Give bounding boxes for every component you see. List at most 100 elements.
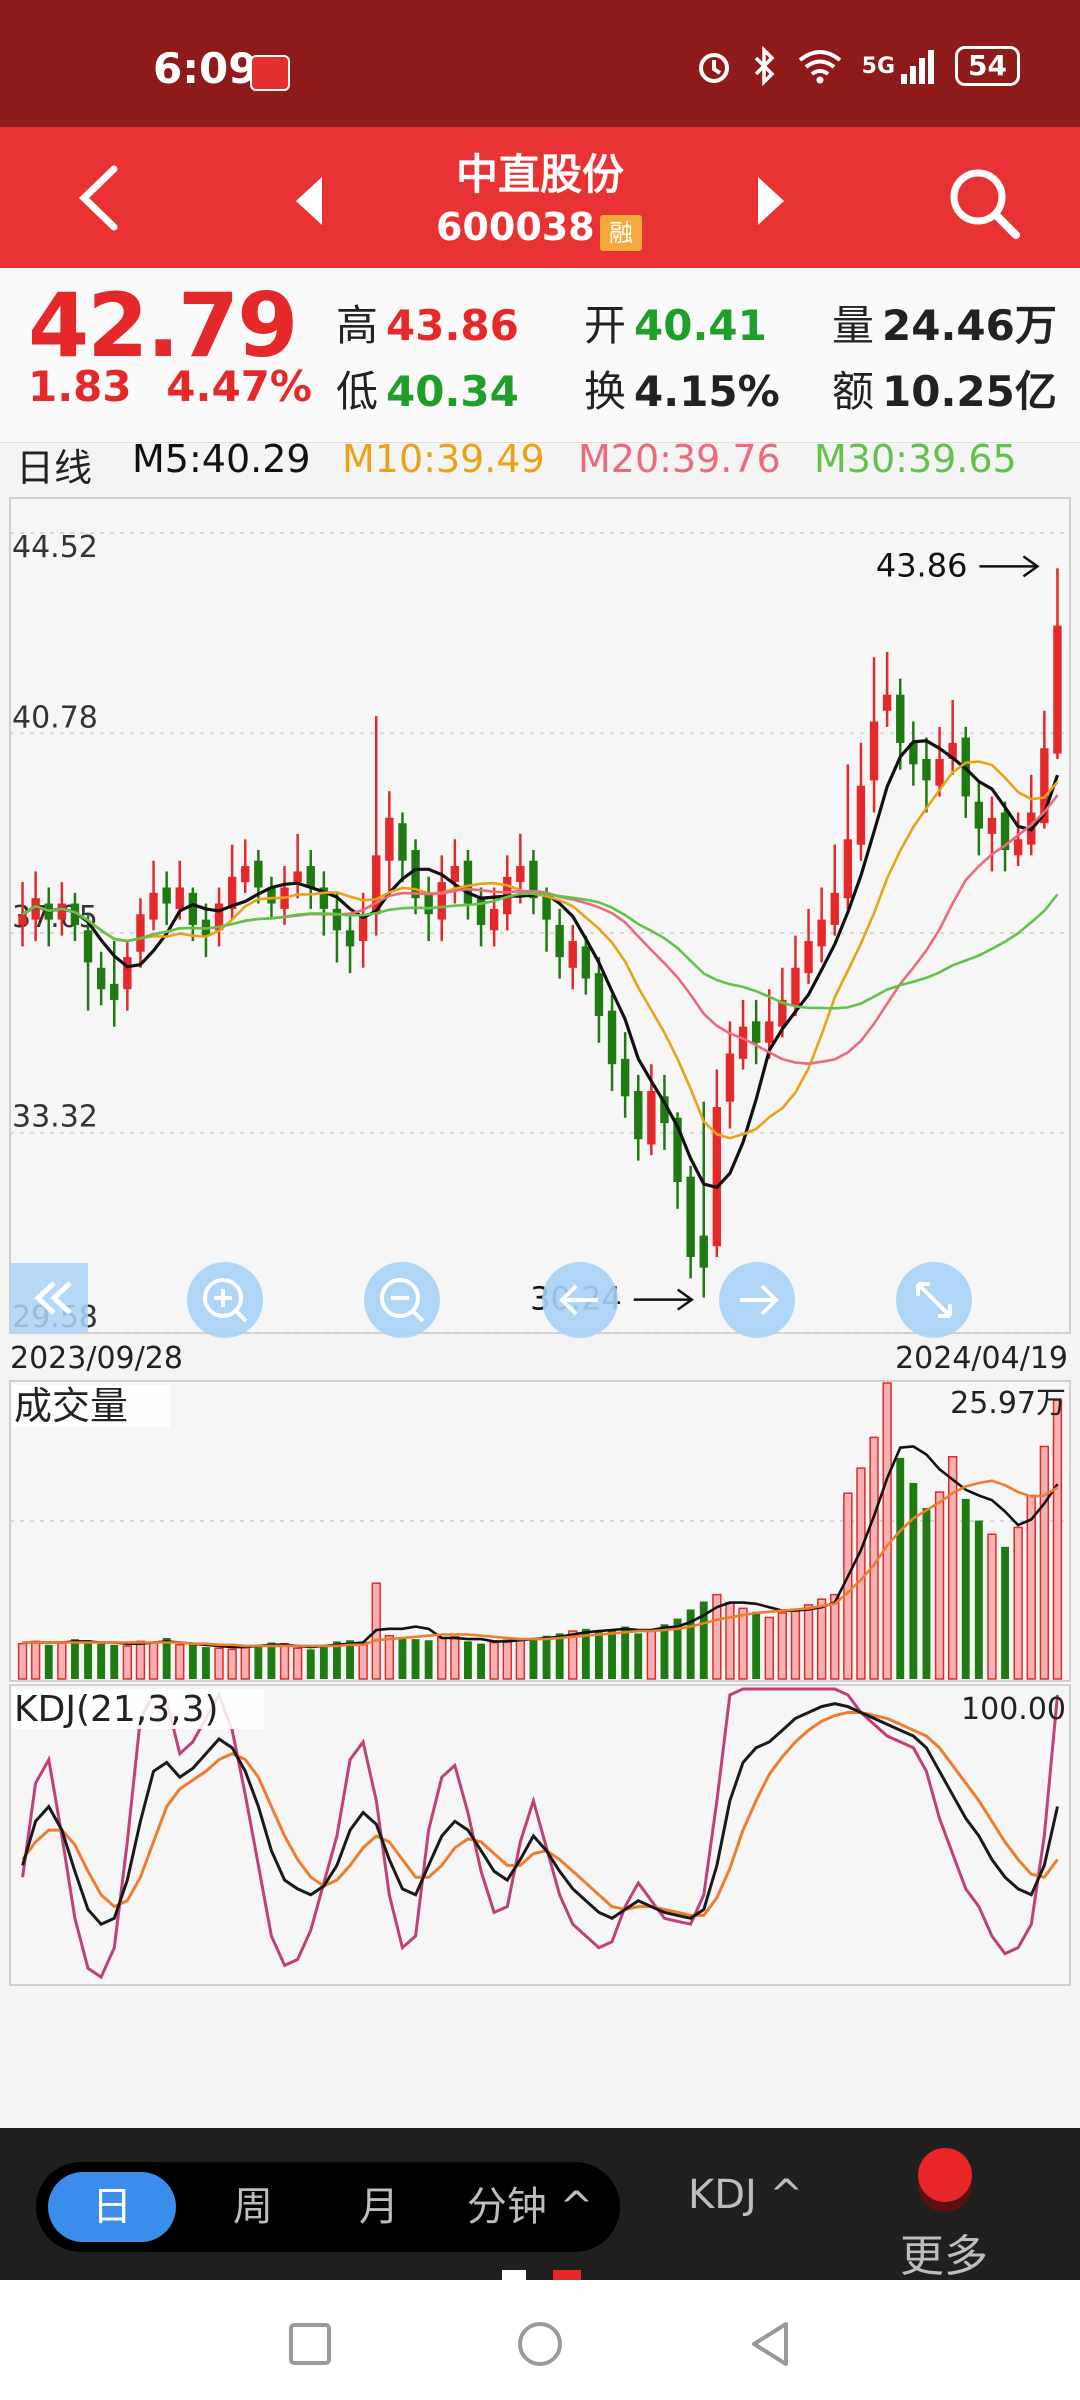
candle-body xyxy=(463,860,473,904)
zoom-out-button[interactable] xyxy=(364,1262,440,1338)
volume-title: 成交量 xyxy=(14,1384,128,1428)
kdj-panel xyxy=(9,1684,1071,1986)
battery-level: 54 xyxy=(955,46,1020,86)
chart-toolbar: 日 周 月 分钟 ^ KDJ ^ 更多 xyxy=(0,2128,1080,2282)
volume-bar xyxy=(1026,1494,1036,1680)
prev-stock-icon[interactable] xyxy=(290,171,330,231)
volume-bar xyxy=(84,1640,92,1679)
indicator-selector[interactable]: KDJ ^ xyxy=(688,2172,804,2218)
volume-bar xyxy=(122,1645,133,1680)
open-value: 40.41 xyxy=(634,301,767,350)
double-chevron-left-icon xyxy=(34,1281,72,1315)
candle-body xyxy=(18,914,27,925)
volume-bar xyxy=(1013,1526,1023,1680)
status-time: 6:09 xyxy=(153,44,258,93)
volume-bar xyxy=(909,1482,918,1679)
candle-body xyxy=(1053,625,1062,754)
volume-bar xyxy=(346,1640,354,1679)
volume-bar xyxy=(411,1639,420,1679)
back-icon[interactable] xyxy=(70,163,130,233)
candle-body xyxy=(110,983,119,1000)
stock-code: 600038 xyxy=(436,205,595,249)
more-button[interactable]: 更多 xyxy=(900,2231,988,2282)
candle-body xyxy=(136,914,145,952)
volume-bar xyxy=(358,1641,368,1680)
candle-body xyxy=(647,1090,656,1145)
open-label: 开 xyxy=(584,301,627,350)
pan-right-button[interactable] xyxy=(719,1262,795,1338)
price-change: 1.83 4.47% xyxy=(28,362,312,411)
stock-name: 中直股份 xyxy=(455,150,624,199)
kdj-title: KDJ(21,3,3) xyxy=(14,1689,219,1730)
candle-body xyxy=(476,898,486,925)
candle-body xyxy=(987,817,997,834)
candle-body xyxy=(843,839,853,899)
candle-body xyxy=(909,742,918,765)
volume-bar xyxy=(1052,1399,1063,1680)
volume-bar xyxy=(816,1598,827,1680)
max-price-arrow-icon xyxy=(979,555,1040,578)
candle-body xyxy=(948,742,957,759)
period-tab-month[interactable]: 月 xyxy=(359,2184,399,2230)
high-label: 高 xyxy=(336,301,379,350)
period-tab-minute[interactable]: 分钟 ^ xyxy=(466,2184,594,2230)
volume-bar xyxy=(135,1640,146,1680)
amount-value: 10.25亿 xyxy=(882,367,1057,416)
candle-body xyxy=(345,930,355,947)
volume-ma2-line xyxy=(22,1479,1059,1648)
zoom-out-icon xyxy=(380,1278,420,1318)
candle-body xyxy=(620,1058,630,1097)
volume-bar xyxy=(646,1630,657,1680)
search-icon[interactable] xyxy=(944,163,1024,243)
status-icons: 5G 54 xyxy=(694,46,1020,86)
volume-bar xyxy=(188,1643,197,1679)
volume-bar xyxy=(830,1593,840,1680)
alarm-icon xyxy=(698,53,729,83)
high-value: 43.86 xyxy=(386,301,519,350)
volume-bar xyxy=(437,1637,447,1680)
volume-bar xyxy=(254,1644,263,1679)
volume-bar xyxy=(1039,1445,1050,1680)
volume-bar xyxy=(214,1647,224,1680)
status-bar: 6:09 5G 54 xyxy=(0,0,1080,127)
candle-body xyxy=(581,946,591,979)
fullscreen-button[interactable] xyxy=(896,1262,972,1338)
amount-item: 额 10.25亿 xyxy=(832,358,1057,419)
candle-body xyxy=(1000,812,1010,851)
volume-bar xyxy=(148,1641,159,1680)
volume-bar xyxy=(175,1644,185,1680)
volume-bar xyxy=(856,1467,866,1680)
pan-left-button[interactable] xyxy=(542,1262,618,1338)
ma30-label: M30:39.65 xyxy=(814,437,1017,481)
candle-body xyxy=(398,823,407,861)
candle-body xyxy=(31,898,40,920)
zoom-in-button[interactable] xyxy=(187,1262,263,1338)
period-tab-day[interactable]: 日 xyxy=(48,2172,176,2242)
kline-y-tick: 40.78 xyxy=(12,700,98,735)
volume-bar xyxy=(608,1629,616,1679)
candle-body xyxy=(437,882,446,920)
back-nav-icon[interactable] xyxy=(748,2320,792,2368)
volume-bar xyxy=(947,1455,958,1680)
volume-bar xyxy=(1001,1546,1009,1679)
candle-body xyxy=(450,866,460,883)
candle-body xyxy=(385,817,394,861)
period-tab-week[interactable]: 周 xyxy=(233,2184,273,2230)
volume-bar xyxy=(803,1604,814,1680)
next-stock-icon[interactable] xyxy=(750,171,790,231)
volume-bar xyxy=(869,1436,879,1680)
volume-bar xyxy=(699,1601,708,1679)
home-icon[interactable] xyxy=(516,2320,564,2368)
period-label: 日线 xyxy=(16,446,93,490)
date-start: 2023/09/28 xyxy=(10,1341,183,1376)
volume-bar xyxy=(777,1612,788,1680)
volume-bar xyxy=(529,1637,538,1679)
scroll-left-button[interactable] xyxy=(10,1263,88,1333)
title-bar: 中直股份 600038 融 xyxy=(0,127,1080,268)
more-dot-icon[interactable] xyxy=(918,2148,972,2202)
volume-bar xyxy=(515,1638,526,1680)
recent-apps-icon[interactable] xyxy=(288,2322,332,2366)
volume-bar xyxy=(227,1648,237,1680)
